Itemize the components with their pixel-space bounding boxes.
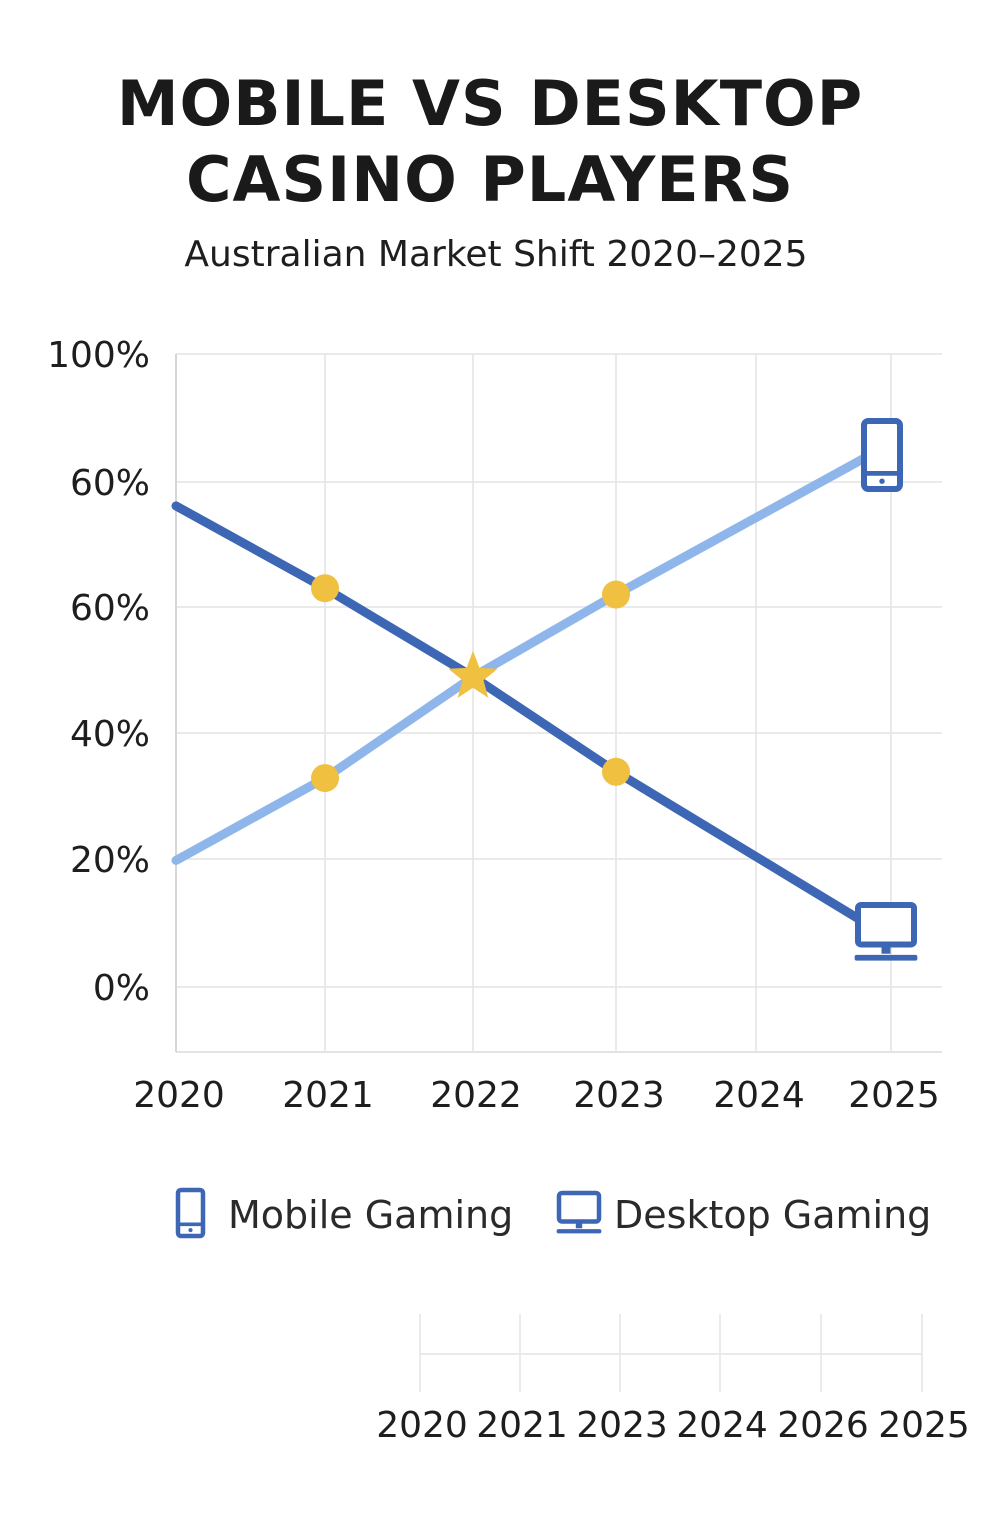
legend-label-mobile: Mobile Gaming [228,1193,513,1237]
secondary-x-tick-label: 2025 [878,1405,970,1446]
legend-label-desktop: Desktop Gaming [614,1193,931,1237]
secondary-x-tick-label: 2020 [376,1405,468,1446]
chart-markers [311,574,630,793]
y-tick-label: 60% [70,588,150,629]
chart-series [171,444,886,935]
monitor-icon [854,902,918,961]
desktop-marker-2021 [311,574,339,603]
y-tick-label: 60% [70,463,150,504]
mobile-gaming-line [171,444,886,865]
x-tick-label: 2024 [713,1075,805,1116]
desktop-gaming-line [171,501,882,935]
chart-legend: Mobile Gaming Desktop Gaming [175,1187,931,1239]
x-axis-ticks: 2020 2021 2022 2023 2024 2025 [133,1075,940,1116]
x-tick-label: 2020 [133,1075,225,1116]
y-tick-label: 40% [70,714,150,755]
series-end-icons [854,418,918,961]
y-tick-label: 0% [93,968,150,1009]
x-tick-label: 2021 [282,1075,374,1116]
y-tick-label: 100% [47,335,150,376]
x-tick-label: 2022 [430,1075,522,1116]
chart-title: MOBILE VS DESKTOP CASINO PLAYERS [0,66,980,218]
secondary-x-tick-label: 2024 [676,1405,768,1446]
secondary-x-tick-label: 2021 [476,1405,568,1446]
secondary-x-tick-label: 2023 [576,1405,668,1446]
x-tick-label: 2023 [573,1075,665,1116]
smartphone-icon [175,1187,206,1239]
y-tick-label: 20% [70,840,150,881]
smartphone-icon [861,418,903,492]
chart-grid [175,353,942,1053]
x-tick-label: 2025 [848,1075,940,1116]
secondary-chart-grid [419,1314,923,1392]
desktop-marker-2023 [602,757,630,786]
secondary-x-tick-label: 2026 [777,1405,869,1446]
y-axis-ticks: 100% 60% 60% 40% 20% 0% [47,335,150,1009]
chart-subtitle: Australian Market Shift 2020–2025 [184,234,808,275]
secondary-x-axis-ticks: 2020 2021 2023 2024 2026 2025 [376,1405,970,1446]
chart-title-line-1: MOBILE VS DESKTOP [116,67,864,140]
monitor-icon [556,1190,602,1234]
mobile-marker-2021 [311,764,339,793]
crossover-star-icon [448,650,498,698]
chart-title-line-2: CASINO PLAYERS [185,143,795,216]
mobile-marker-2023 [602,580,630,609]
